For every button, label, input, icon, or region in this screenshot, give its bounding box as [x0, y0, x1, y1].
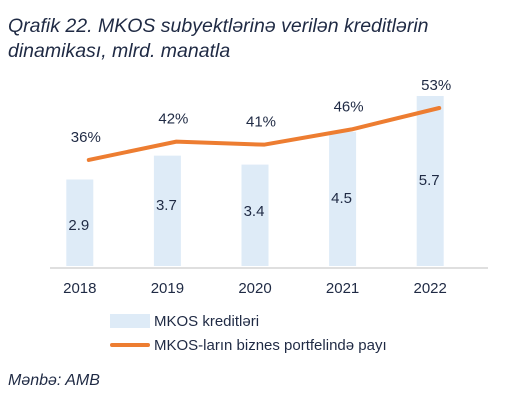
chart-title-line-1: Qrafik 22. MKOS subyektlərinə verilən kr…	[8, 15, 429, 37]
x-tick-2022: 2022	[414, 280, 447, 297]
line-label-2022: 53%	[421, 77, 451, 94]
legend: MKOS kreditləri MKOS-ların biznes portfe…	[110, 310, 387, 358]
chart-title-line-2: dinamikası, mlrd. manatla	[8, 40, 231, 62]
bar-2018	[66, 179, 94, 266]
source-note: Mənbə: AMB	[8, 372, 100, 389]
legend-label-line: MKOS-ların biznes portfelində payı	[154, 336, 387, 354]
line-series	[86, 106, 442, 162]
legend-label-bars: MKOS kreditləri	[154, 312, 260, 330]
bar-2020	[241, 164, 269, 266]
bar-2019	[153, 155, 181, 266]
line-label-2018: 36%	[71, 129, 101, 146]
bar-2022	[416, 96, 444, 266]
legend-swatch-bars	[110, 314, 150, 328]
legend-item-bars: MKOS kreditləri	[110, 310, 387, 332]
bar-label-2021: 4.5	[331, 190, 352, 207]
bar-label-2018: 2.9	[68, 217, 89, 234]
line-label-2021: 46%	[334, 98, 364, 115]
legend-item-line: MKOS-ların biznes portfelində payı	[110, 334, 387, 356]
chart-title: Qrafik 22. MKOS subyektlərinə verilən kr…	[8, 14, 513, 64]
legend-swatch-line	[110, 343, 150, 347]
line-label-2019: 42%	[158, 111, 188, 128]
x-tick-2019: 2019	[151, 280, 184, 297]
bar-label-2019: 3.7	[156, 197, 177, 214]
x-tick-2020: 2020	[238, 280, 271, 297]
x-tick-2018: 2018	[63, 280, 96, 297]
x-tick-2021: 2021	[326, 280, 359, 297]
bar-label-2020: 3.4	[244, 203, 265, 220]
line-label-2020: 41%	[246, 114, 276, 131]
bar-2021	[329, 131, 357, 266]
bar-label-2022: 5.7	[419, 172, 440, 189]
